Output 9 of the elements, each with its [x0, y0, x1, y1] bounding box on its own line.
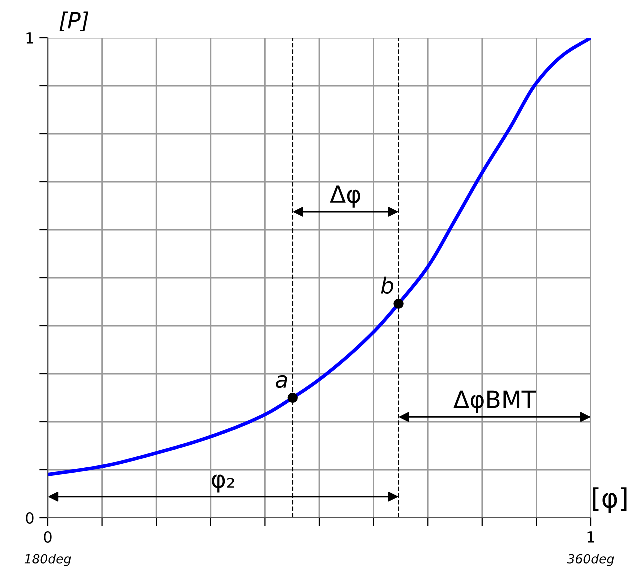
annotation: ΔφBMT	[454, 390, 536, 414]
annotation: φ₂	[212, 474, 234, 493]
text: 360deg	[567, 554, 614, 566]
annotation: Δφ	[330, 186, 360, 208]
x-axis-title: [φ]	[593, 488, 627, 514]
y-axis-title: [P]	[60, 12, 89, 32]
annotation: a	[276, 375, 288, 388]
annotation: b	[381, 276, 394, 294]
text: 180deg	[24, 554, 72, 566]
